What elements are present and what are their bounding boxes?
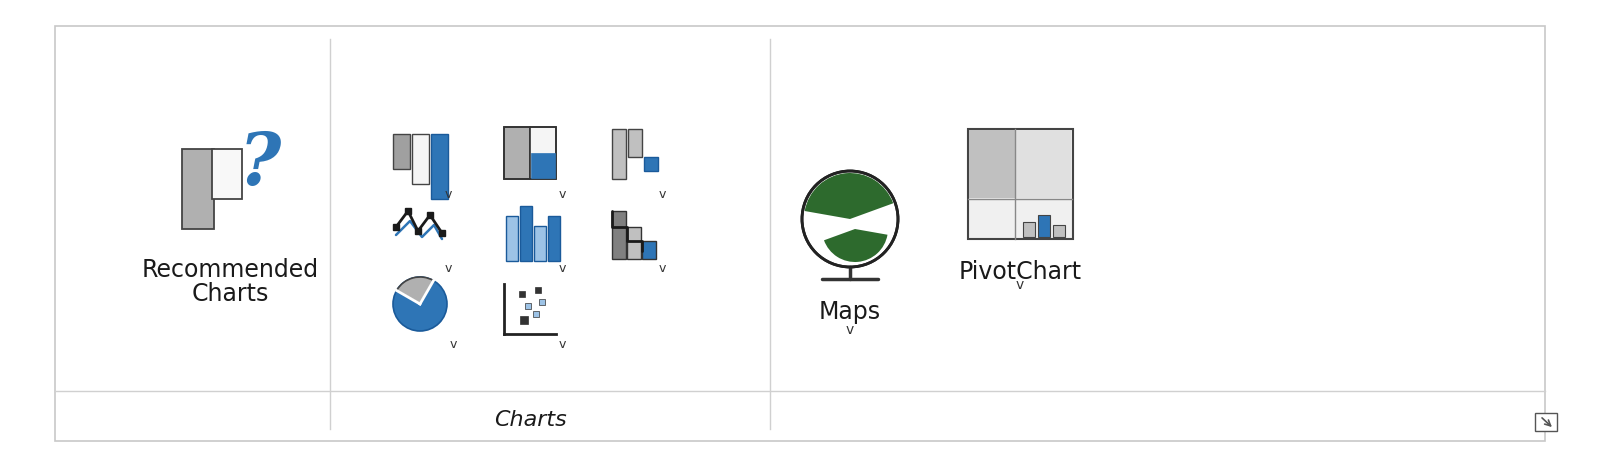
Bar [1022, 223, 1035, 237]
Text: v: v [445, 188, 451, 201]
Text: PivotChart: PivotChart [958, 259, 1082, 283]
Bar [211, 150, 242, 200]
Wedge shape [397, 277, 434, 304]
Text: v: v [445, 261, 451, 274]
Bar [1016, 131, 1070, 199]
Bar [530, 128, 557, 179]
Text: Maps: Maps [819, 299, 882, 323]
Text: ?: ? [238, 129, 282, 200]
Wedge shape [826, 190, 858, 207]
Text: v: v [558, 261, 566, 274]
Wedge shape [805, 174, 893, 219]
Bar [413, 134, 429, 185]
Text: v: v [558, 338, 566, 351]
Circle shape [394, 277, 446, 331]
Bar [506, 217, 518, 262]
Bar [611, 130, 626, 179]
Bar [504, 128, 530, 179]
Circle shape [802, 172, 898, 268]
Bar [627, 130, 642, 157]
Bar [534, 226, 546, 262]
Bar [1038, 216, 1050, 237]
Bar [182, 150, 214, 230]
Text: Charts: Charts [192, 281, 269, 305]
Bar [520, 207, 531, 262]
Text: v: v [658, 261, 666, 274]
Bar [394, 134, 410, 170]
Bar [627, 228, 642, 259]
Bar [611, 212, 626, 259]
Text: Charts: Charts [494, 409, 566, 429]
Bar [968, 130, 1074, 240]
Bar [1053, 225, 1066, 237]
Bar [970, 131, 1014, 199]
Bar [547, 217, 560, 262]
Bar [504, 128, 557, 179]
Bar [1534, 413, 1557, 431]
Text: v: v [846, 322, 854, 336]
Text: v: v [658, 188, 666, 201]
Text: v: v [1016, 277, 1024, 291]
Bar [642, 241, 656, 259]
Bar [531, 154, 555, 179]
Bar [643, 157, 658, 172]
Text: v: v [558, 188, 566, 201]
Wedge shape [824, 230, 888, 263]
Bar [430, 134, 448, 200]
Text: Recommended: Recommended [141, 257, 318, 281]
Text: v: v [450, 338, 456, 351]
